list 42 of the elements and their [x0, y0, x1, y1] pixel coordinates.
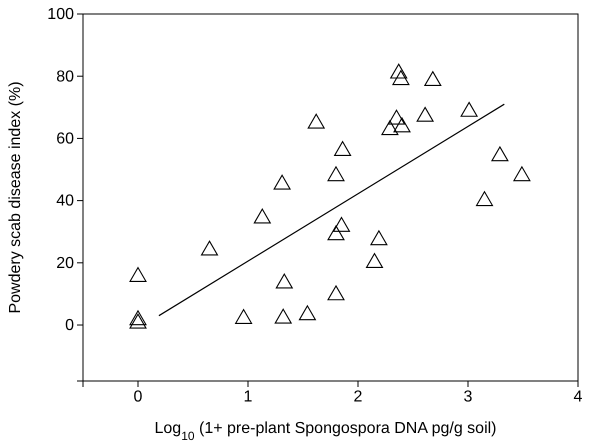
point — [491, 146, 508, 162]
y-tick-label: 100 — [47, 6, 74, 24]
point — [366, 253, 384, 268]
point — [416, 106, 434, 122]
point — [308, 114, 325, 129]
point — [235, 309, 252, 324]
point — [332, 216, 350, 232]
point — [254, 208, 271, 224]
point — [129, 314, 147, 329]
point — [390, 64, 408, 79]
y-tick-label: 0 — [65, 317, 74, 334]
point — [276, 274, 293, 288]
point — [370, 230, 388, 246]
point — [513, 166, 530, 182]
point — [327, 166, 345, 182]
y-tick-label: 20 — [56, 254, 74, 272]
x-tick-label: 0 — [134, 388, 143, 406]
x-tick-label: 4 — [574, 388, 583, 406]
point — [334, 141, 352, 156]
point — [476, 191, 494, 206]
x-tick-label: 3 — [464, 388, 473, 406]
point — [298, 305, 316, 320]
point — [460, 102, 478, 117]
point — [274, 174, 291, 190]
y-tick-label: 80 — [56, 68, 74, 86]
point — [327, 225, 345, 240]
point — [393, 117, 411, 132]
point — [388, 110, 406, 125]
x-tick-label: 2 — [354, 388, 363, 406]
point — [129, 267, 147, 282]
point — [381, 120, 398, 136]
y-tick-label: 40 — [56, 192, 74, 210]
point — [200, 240, 218, 256]
x-tick-label: 1 — [244, 388, 253, 406]
point — [424, 71, 442, 86]
y-axis-title: Powdery scab disease index (%) — [7, 81, 24, 314]
x-axis-title: Log$_{10}$ (1+ pre-plant Spongospora DNA pg/g soil) — [154, 420, 497, 443]
point — [274, 308, 292, 324]
y-tick-label: 60 — [56, 130, 74, 148]
point — [327, 285, 345, 300]
point — [392, 70, 410, 86]
point — [129, 310, 147, 326]
